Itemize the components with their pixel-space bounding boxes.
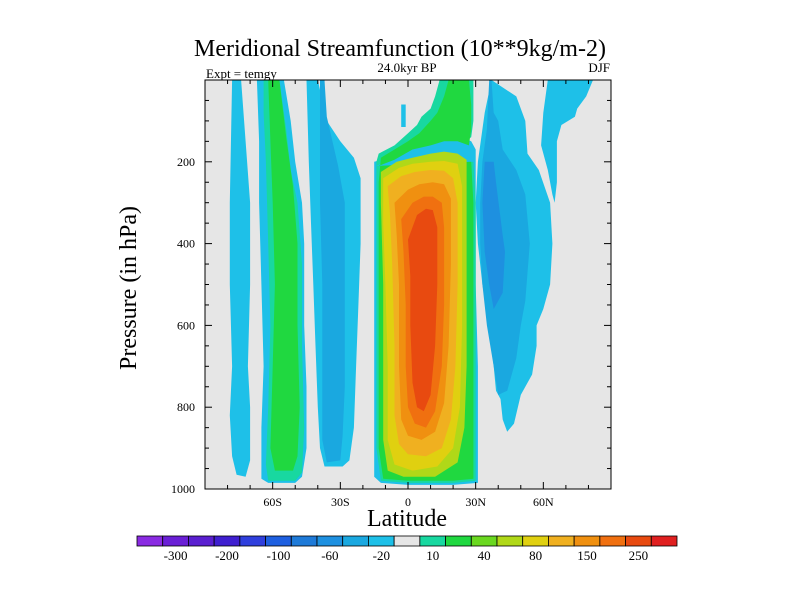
- colorbar-box: [600, 536, 626, 546]
- y-axis-label: Pressure (in hPa): [116, 206, 142, 370]
- colorbar-box: [317, 536, 343, 546]
- colorbar-box: [471, 536, 497, 546]
- colorbar-label: 40: [478, 548, 491, 563]
- x-tick-label: 60S: [263, 495, 282, 509]
- experiment-label: Expt = temgy: [206, 66, 277, 81]
- time-label: 24.0kyr BP: [377, 60, 436, 75]
- colorbar-label: -60: [321, 548, 338, 563]
- colorbar-label: -20: [373, 548, 390, 563]
- colorbar-label: 250: [629, 548, 649, 563]
- season-label: DJF: [588, 60, 610, 75]
- y-tick-label: 600: [177, 318, 195, 332]
- colorbar: [137, 536, 677, 546]
- colorbar-box: [523, 536, 549, 546]
- x-tick-label: 30N: [465, 495, 486, 509]
- colorbar-label: -300: [164, 548, 188, 563]
- colorbar-label: -200: [215, 548, 239, 563]
- colorbar-label: 80: [529, 548, 542, 563]
- y-tick-label: 400: [177, 237, 195, 251]
- contour-region-6: [401, 105, 406, 128]
- colorbar-label: 150: [577, 548, 597, 563]
- colorbar-label: -100: [267, 548, 291, 563]
- colorbar-box: [291, 536, 317, 546]
- colorbar-box: [548, 536, 574, 546]
- colorbar-box: [214, 536, 240, 546]
- colorbar-box: [626, 536, 652, 546]
- x-axis-label: Latitude: [367, 506, 447, 532]
- colorbar-box: [497, 536, 523, 546]
- colorbar-label: 10: [426, 548, 439, 563]
- colorbar-box: [574, 536, 600, 546]
- colorbar-box: [188, 536, 214, 546]
- colorbar-box: [651, 536, 677, 546]
- y-tick-label: 200: [177, 155, 195, 169]
- y-tick-label: 1000: [171, 482, 195, 496]
- y-tick-label: 800: [177, 400, 195, 414]
- x-tick-label: 60N: [533, 495, 554, 509]
- colorbar-box: [446, 536, 472, 546]
- colorbar-box: [163, 536, 189, 546]
- chart-title: Meridional Streamfunction (10**9kg/m-2): [194, 36, 606, 62]
- colorbar-box: [343, 536, 369, 546]
- x-tick-label: 30S: [331, 495, 350, 509]
- colorbar-box: [240, 536, 266, 546]
- colorbar-box: [420, 536, 446, 546]
- colorbar-box: [266, 536, 292, 546]
- colorbar-box: [137, 536, 163, 546]
- colorbar-box: [394, 536, 420, 546]
- colorbar-box: [368, 536, 394, 546]
- colorbar-labels: -300 -200 -100 -60 -20 10 40 80 150 250: [164, 548, 649, 563]
- streamfunction-chart: Meridional Streamfunction (10**9kg/m-2) …: [0, 0, 800, 600]
